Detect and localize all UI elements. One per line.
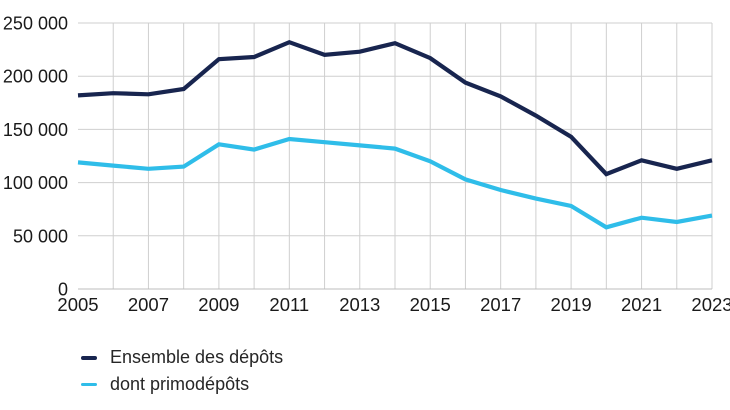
x-axis-tick-label: 2013 xyxy=(339,294,380,315)
x-axis-tick-label: 2007 xyxy=(128,294,169,315)
x-axis-tick-label: 2017 xyxy=(480,294,521,315)
line-chart-plot-area: 0 50 000 100 000 150 000 200 000 250 000 2005 2… xyxy=(3,14,730,316)
y-axis-tick-label: 200 000 xyxy=(3,67,68,87)
legend-item-ensemble-des-depots: Ensemble des dépôts xyxy=(81,347,284,368)
x-axis-tick-label: 2021 xyxy=(621,294,662,315)
legend: Ensemble des dépôts dont primodépôts xyxy=(81,347,284,395)
y-axis-tick-label: 150 000 xyxy=(3,120,68,140)
legend-label-dont-primodepots: dont primodépôts xyxy=(110,373,250,394)
x-axis-tick-label: 2009 xyxy=(198,294,239,315)
y-axis-tick-label: 250 000 xyxy=(3,14,68,34)
x-axis-tick-label: 2011 xyxy=(269,294,309,315)
legend-swatch-dont-primodepots xyxy=(81,382,97,387)
x-axis-tick-label: 2005 xyxy=(57,294,98,315)
y-axis-tick-label: 50 000 xyxy=(13,226,68,246)
legend-swatch-ensemble-des-depots xyxy=(81,356,97,360)
y-axis-tick-label: 0 xyxy=(58,280,68,300)
x-axis-tick-label: 2023 xyxy=(691,294,730,315)
legend-label-ensemble-des-depots: Ensemble des dépôts xyxy=(110,347,284,367)
x-axis-tick-label: 2015 xyxy=(410,294,451,315)
series-line-ensemble-des-depots xyxy=(77,39,713,177)
series-line-dont-primodepots xyxy=(77,136,713,230)
y-axis-tick-label: 100 000 xyxy=(3,173,68,193)
legend-item-dont-primodepots: dont primodépôts xyxy=(81,373,283,395)
x-axis-tick-label: 2019 xyxy=(551,294,592,315)
